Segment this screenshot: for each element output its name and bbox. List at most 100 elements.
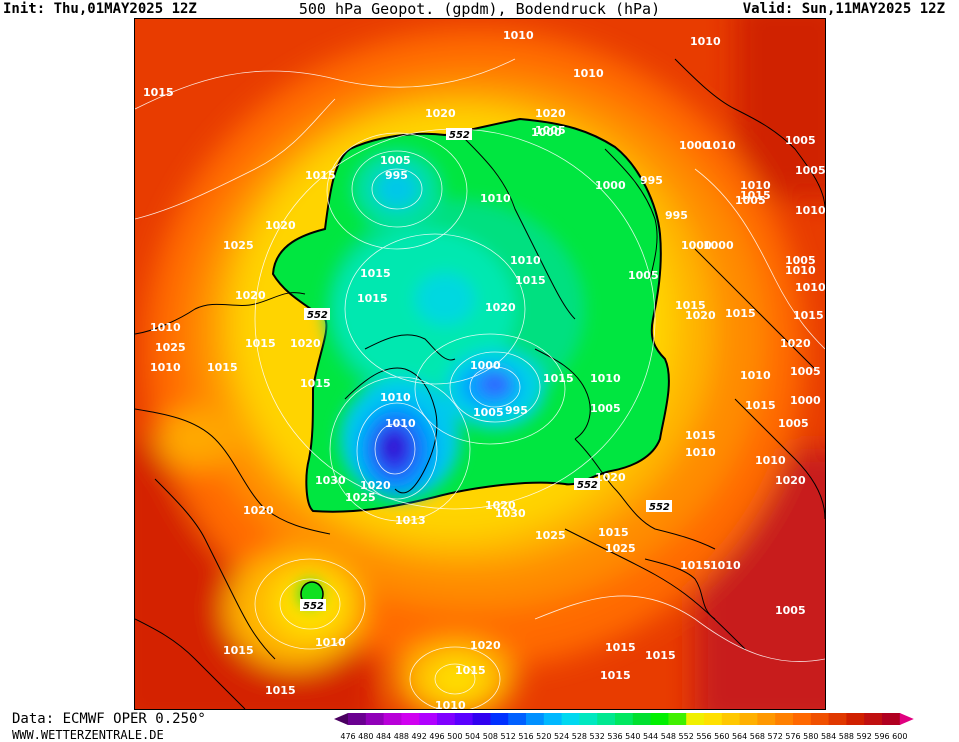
colorbar-swatch (864, 713, 883, 725)
colorbar-swatch (793, 713, 812, 725)
pressure-label: 1000 (790, 394, 821, 407)
colorbar-swatch (668, 713, 687, 725)
pressure-label: 1000 (681, 239, 712, 252)
pressure-label: 995 (640, 174, 663, 187)
colorbar-swatch (526, 713, 545, 725)
pressure-label: 1005 (473, 406, 504, 419)
colorbar-ticks: 476 480 484 488 492 496 500 504 508 512 516 520 524 5… (340, 732, 907, 741)
colorbar-tick-label: 580 (803, 732, 818, 741)
isobars (135, 58, 825, 709)
coastlines (135, 58, 825, 709)
pressure-label: 1015 (207, 361, 238, 374)
colorbar-tick-label: 552 (679, 732, 694, 741)
pressure-label: 1010 (795, 204, 825, 217)
pressure-label: 1015 (793, 309, 824, 322)
colorbar-tick-label: 524 (554, 732, 569, 741)
colorbar-swatch (454, 713, 474, 725)
pressure-label: 1015 (685, 429, 716, 442)
website-credit: WWW.WETTERZENTRALE.DE (12, 728, 164, 742)
pressure-label: 1005 (785, 134, 816, 147)
colorbar-tick-label: 564 (732, 732, 747, 741)
pressure-label: 1005 (628, 269, 659, 282)
colorbar-tick-label: 480 (358, 732, 373, 741)
pressure-label: 1015 (223, 644, 254, 657)
colorbar-tick-label: 516 (518, 732, 533, 741)
pressure-label: 1000 (703, 239, 734, 252)
geopotential-label: 552 (449, 130, 470, 141)
colorbar-arrow-right (899, 713, 914, 725)
pressure-label: 1010 (795, 281, 825, 294)
pressure-label: 1005 (735, 194, 766, 207)
colorbar-swatch (615, 713, 634, 725)
colorbar-tick-label: 556 (696, 732, 711, 741)
pressure-label: 1030 (315, 474, 346, 487)
colorbar-tick-label: 548 (661, 732, 676, 741)
pressure-label: 1020 (535, 107, 566, 120)
pressure-label: 1010 (690, 35, 721, 48)
pressure-label: 1020 (780, 337, 811, 350)
colorbar-swatch (597, 713, 616, 725)
colorbar-tick-label: 484 (376, 732, 391, 741)
label-bg (304, 308, 330, 320)
geopotential-label: 552 (307, 310, 328, 321)
colorbar-arrow-left (334, 713, 348, 725)
pressure-label: 1020 (235, 289, 266, 302)
colorbar-tick-label: 536 (607, 732, 622, 741)
colorbar-swatch (437, 713, 456, 725)
colorbar-tick-label: 572 (768, 732, 783, 741)
pressure-label: 1000 (595, 179, 626, 192)
colorbar-swatch (686, 713, 705, 725)
pressure-label: 1020 (775, 474, 806, 487)
pressure-label: 1010 (740, 369, 771, 382)
pressure-label: 1025 (155, 341, 186, 354)
colorbar-swatch (543, 713, 563, 725)
colorbar-tick-label: 528 (572, 732, 587, 741)
pressure-label: 1010 (705, 139, 736, 152)
colorbar-swatch (365, 713, 385, 725)
colorbar-tick-label: 576 (785, 732, 800, 741)
pressure-label: 1010 (740, 179, 771, 192)
pressure-label: 1015 (600, 669, 631, 682)
colorbar-tick-label: 492 (412, 732, 427, 741)
colorbar-tick-label: 592 (857, 732, 872, 741)
init-time: Init: Thu,01MAY2025 12Z (3, 1, 197, 17)
pressure-label: 1005 (778, 417, 809, 430)
pressure-label: 1010 (503, 29, 534, 42)
pressure-label: 1010 (150, 361, 181, 374)
colorbar-tick-label: 540 (625, 732, 640, 741)
colorbar-swatch (490, 713, 509, 725)
pressure-label: 1025 (345, 491, 376, 504)
pressure-label: 1015 (143, 86, 174, 99)
colorbar-swatch (721, 713, 741, 725)
colorbar-swatch (810, 713, 830, 725)
pressure-label: 1025 (605, 542, 636, 555)
pressure-label: 1010 (150, 321, 181, 334)
pressure-label: 1015 (745, 399, 776, 412)
pressure-label: 995 (665, 209, 688, 222)
pressure-label: 1015 (360, 267, 391, 280)
pressure-label: 1000 (470, 359, 501, 372)
colorbar-tick-label: 504 (465, 732, 480, 741)
pressure-label: 1015 (265, 684, 296, 697)
pressure-label: 1020 (425, 107, 456, 120)
colorbar-swatch (348, 713, 367, 725)
pressure-label: 1015 (675, 299, 706, 312)
pressure-label: 1020 (595, 471, 626, 484)
pressure-label: 1020 (470, 639, 501, 652)
colorbar-swatch (508, 713, 527, 725)
colorbar-swatch (419, 713, 438, 725)
pressure-label: 1010 (380, 391, 411, 404)
colorbar-swatch (579, 713, 598, 725)
colorbar-tick-label: 532 (590, 732, 605, 741)
colorbar-tick-label: 488 (394, 732, 409, 741)
pressure-label: 1010 (710, 559, 741, 572)
pressure-label: 1015 (605, 641, 636, 654)
weather-map: 1010 1010 1015 1020 1020 1010 1005 1000 1005 1000… (134, 18, 826, 710)
pressure-label: 1015 (598, 526, 629, 539)
pressure-label: 1013 (395, 514, 426, 527)
pressure-label: 1010 (315, 636, 346, 649)
pressure-label: 1020 (685, 309, 716, 322)
pressure-label: 1015 (680, 559, 711, 572)
geopotential-label: 552 (303, 601, 324, 612)
